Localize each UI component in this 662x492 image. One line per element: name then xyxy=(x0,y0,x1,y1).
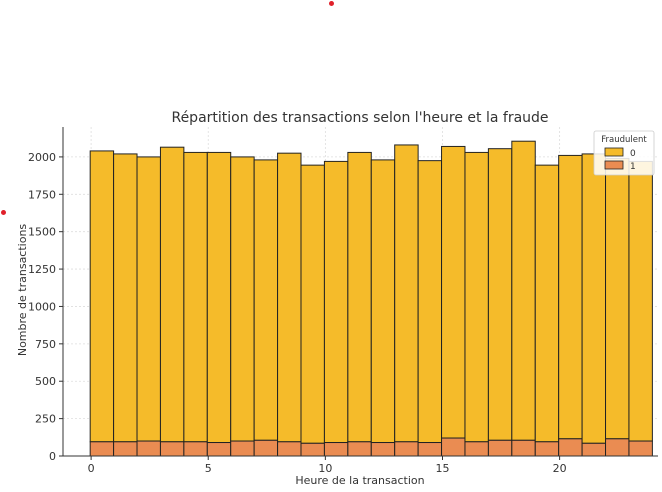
bar-non-fraud xyxy=(464,151,489,443)
bar-fraud xyxy=(464,441,489,457)
bar-non-fraud xyxy=(558,154,583,440)
x-axis-label: Heure de la transaction xyxy=(295,474,424,487)
bar-non-fraud xyxy=(581,153,607,444)
legend-swatch xyxy=(604,160,624,170)
bar-fraud xyxy=(253,439,279,457)
y-axis-label: Nombre de transactions xyxy=(16,224,29,357)
bar-non-fraud xyxy=(159,146,185,443)
bar-fraud xyxy=(394,441,419,457)
bar-non-fraud xyxy=(394,144,419,443)
red-marker-dot-left xyxy=(1,210,6,215)
legend-swatch xyxy=(604,147,624,157)
bar-non-fraud xyxy=(511,140,536,441)
bar-non-fraud xyxy=(253,159,279,441)
bar-fraud xyxy=(417,442,443,457)
bar-fraud xyxy=(581,442,607,457)
bar-non-fraud xyxy=(89,150,115,443)
red-marker-dot-top xyxy=(329,1,334,6)
bar-non-fraud xyxy=(206,151,232,444)
bar-non-fraud xyxy=(605,157,630,440)
bar-fraud xyxy=(605,438,630,457)
x-tick-label: 10 xyxy=(318,462,332,475)
y-tick-label: 750 xyxy=(35,338,56,351)
legend: Fraudulent 0 1 xyxy=(593,130,655,176)
bar-fraud xyxy=(136,440,161,457)
x-tick-label: 20 xyxy=(553,462,567,475)
bar-non-fraud xyxy=(113,153,138,443)
y-tick-label: 500 xyxy=(35,375,56,388)
y-tick-label: 1750 xyxy=(28,188,56,201)
bar-non-fraud xyxy=(277,152,302,443)
bar-fraud xyxy=(113,441,138,457)
x-tick-label: 5 xyxy=(205,462,212,475)
bar-fraud xyxy=(230,440,255,457)
bar-fraud xyxy=(441,437,466,457)
y-tick-label: 250 xyxy=(35,413,56,426)
bar-non-fraud xyxy=(370,159,396,444)
bar-fraud xyxy=(628,440,653,457)
y-tick-label: 1250 xyxy=(28,263,56,276)
bar-non-fraud xyxy=(417,160,443,444)
bar-fraud xyxy=(183,441,208,457)
chart-title: Répartition des transactions selon l'heu… xyxy=(171,110,548,126)
bar-fraud xyxy=(206,442,232,457)
bar-non-fraud xyxy=(534,164,560,443)
bar-fraud xyxy=(370,442,396,457)
y-tick-label: 0 xyxy=(49,450,56,463)
bar-non-fraud xyxy=(230,156,255,442)
bar-non-fraud xyxy=(136,156,161,442)
legend-label: 1 xyxy=(630,162,636,172)
bar-fraud xyxy=(511,439,536,457)
bar-non-fraud xyxy=(441,145,466,439)
legend-title: Fraudulent xyxy=(601,135,647,145)
bar-fraud xyxy=(89,441,115,457)
bar-non-fraud xyxy=(347,151,372,443)
x-tick-label: 15 xyxy=(435,462,449,475)
bar-fraud xyxy=(347,441,372,457)
bar-non-fraud xyxy=(628,160,653,442)
bar-fraud xyxy=(159,441,185,457)
legend-label: 0 xyxy=(630,149,636,159)
bar-non-fraud xyxy=(183,151,208,443)
bar-fraud xyxy=(534,441,560,457)
bar-fraud xyxy=(487,439,513,457)
y-tick-label: 2000 xyxy=(28,151,56,164)
y-tick-label: 1500 xyxy=(28,226,56,239)
y-tick-label: 1000 xyxy=(28,300,56,313)
bar-fraud xyxy=(300,442,325,457)
bar-fraud xyxy=(277,441,302,457)
x-tick-label: 0 xyxy=(88,462,95,475)
bar-fraud xyxy=(558,438,583,457)
bar-non-fraud xyxy=(323,160,349,444)
bar-non-fraud xyxy=(487,148,513,441)
bars xyxy=(89,140,653,457)
bar-non-fraud xyxy=(300,164,325,444)
bar-fraud xyxy=(323,442,349,457)
